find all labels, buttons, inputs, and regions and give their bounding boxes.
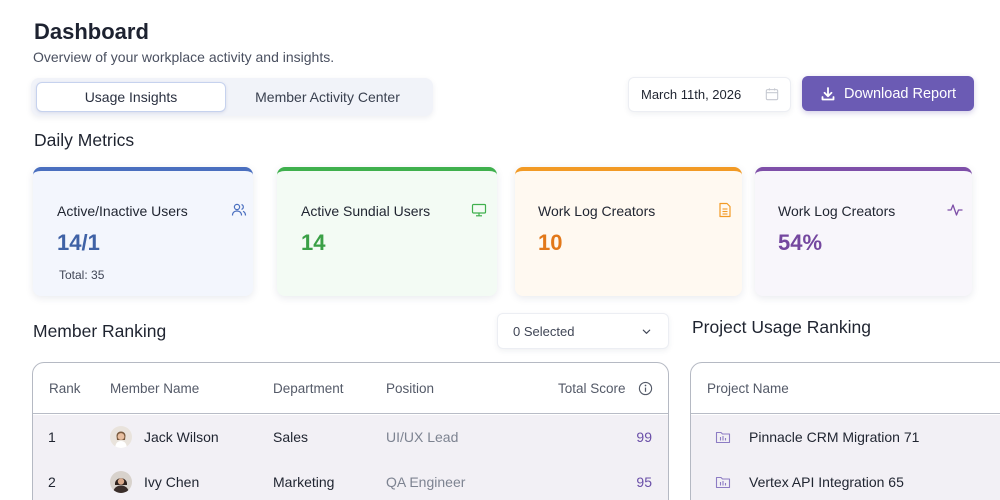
metric-value: 54%: [778, 230, 823, 255]
chevron-down-icon: [642, 329, 651, 334]
date-picker[interactable]: March 11th, 2026: [628, 77, 791, 112]
daily-metrics-title: Daily Metrics: [34, 130, 135, 150]
download-report-label: Download Report: [843, 85, 957, 102]
metric-card-active-sundial-users: Active Sundial Users 14: [277, 167, 497, 296]
row-total-score: 95: [636, 474, 652, 490]
column-header-department[interactable]: Department: [273, 381, 344, 396]
column-header-total-score[interactable]: Total Score: [558, 381, 626, 396]
date-value: March 11th, 2026: [641, 87, 742, 102]
table-row[interactable]: 2 Ivy Chen Marketing QA Engineer 95: [33, 460, 668, 500]
table-row[interactable]: Vertex API Integration 65: [691, 460, 1000, 500]
member-filter-select[interactable]: 0 Selected: [497, 313, 669, 349]
row-project-name: Vertex API Integration 65: [749, 474, 904, 490]
member-ranking-title: Member Ranking: [33, 321, 167, 341]
tab-member-activity-center[interactable]: Member Activity Center: [255, 89, 400, 105]
column-header-rank[interactable]: Rank: [49, 381, 81, 396]
row-rank: 1: [48, 429, 56, 445]
project-icon: [715, 476, 731, 489]
metric-label: Work Log Creators: [778, 203, 896, 219]
metric-value: 14/1: [57, 230, 100, 255]
avatar: [110, 471, 132, 493]
row-member-name: Ivy Chen: [144, 474, 200, 490]
table-row[interactable]: Pinnacle CRM Migration 71: [691, 415, 1000, 460]
table-header: Rank Member Name Department Position Tot…: [33, 363, 668, 414]
document-icon: [719, 202, 731, 218]
row-position: QA Engineer: [386, 474, 466, 490]
project-usage-ranking-table: Project Name Pinnacle CRM Migration 71 V…: [690, 362, 1000, 500]
page-title: Dashboard: [34, 19, 149, 44]
monitor-icon: [471, 203, 487, 217]
metric-card-work-log-creators-percent: Work Log Creators 54%: [755, 167, 972, 296]
row-total-score: 99: [636, 429, 652, 445]
table-row[interactable]: 1 Jack Wilson Sales UI/UX Lead 99: [33, 415, 668, 460]
page-subtitle: Overview of your workplace activity and …: [33, 49, 335, 65]
row-position: UI/UX Lead: [386, 429, 459, 445]
metric-value: 10: [538, 230, 563, 255]
metric-value: 14: [301, 230, 326, 255]
row-project-name: Pinnacle CRM Migration 71: [749, 429, 920, 445]
activity-icon: [947, 204, 963, 216]
avatar: [110, 426, 132, 448]
row-rank: 2: [48, 474, 56, 490]
member-ranking-table: Rank Member Name Department Position Tot…: [32, 362, 669, 500]
column-header-project-name[interactable]: Project Name: [707, 381, 789, 396]
users-icon: [231, 203, 247, 216]
metric-label: Work Log Creators: [538, 203, 656, 219]
download-icon: [821, 86, 835, 100]
row-member-name: Jack Wilson: [144, 429, 219, 445]
column-header-position[interactable]: Position: [386, 381, 435, 396]
info-icon[interactable]: [638, 381, 653, 396]
tab-usage-insights[interactable]: Usage Insights: [36, 82, 226, 112]
row-department: Marketing: [273, 474, 335, 490]
view-tabs: Usage Insights Member Activity Center: [31, 78, 433, 116]
member-filter-value: 0 Selected: [513, 323, 575, 339]
download-report-button[interactable]: Download Report: [802, 76, 974, 111]
metric-label: Active Sundial Users: [301, 203, 431, 219]
metric-card-active-inactive-users: Active/Inactive Users 14/1 Total: 35: [33, 167, 253, 296]
metric-subtext: Total: 35: [59, 268, 105, 282]
column-header-member-name[interactable]: Member Name: [110, 381, 200, 396]
metric-card-work-log-creators: Work Log Creators 10: [515, 167, 742, 296]
row-department: Sales: [273, 429, 309, 445]
project-icon: [715, 431, 731, 444]
table-header: Project Name: [691, 363, 1000, 414]
metric-label: Active/Inactive Users: [57, 203, 188, 219]
calendar-icon[interactable]: [765, 87, 779, 101]
project-usage-ranking-title: Project Usage Ranking: [692, 317, 871, 337]
